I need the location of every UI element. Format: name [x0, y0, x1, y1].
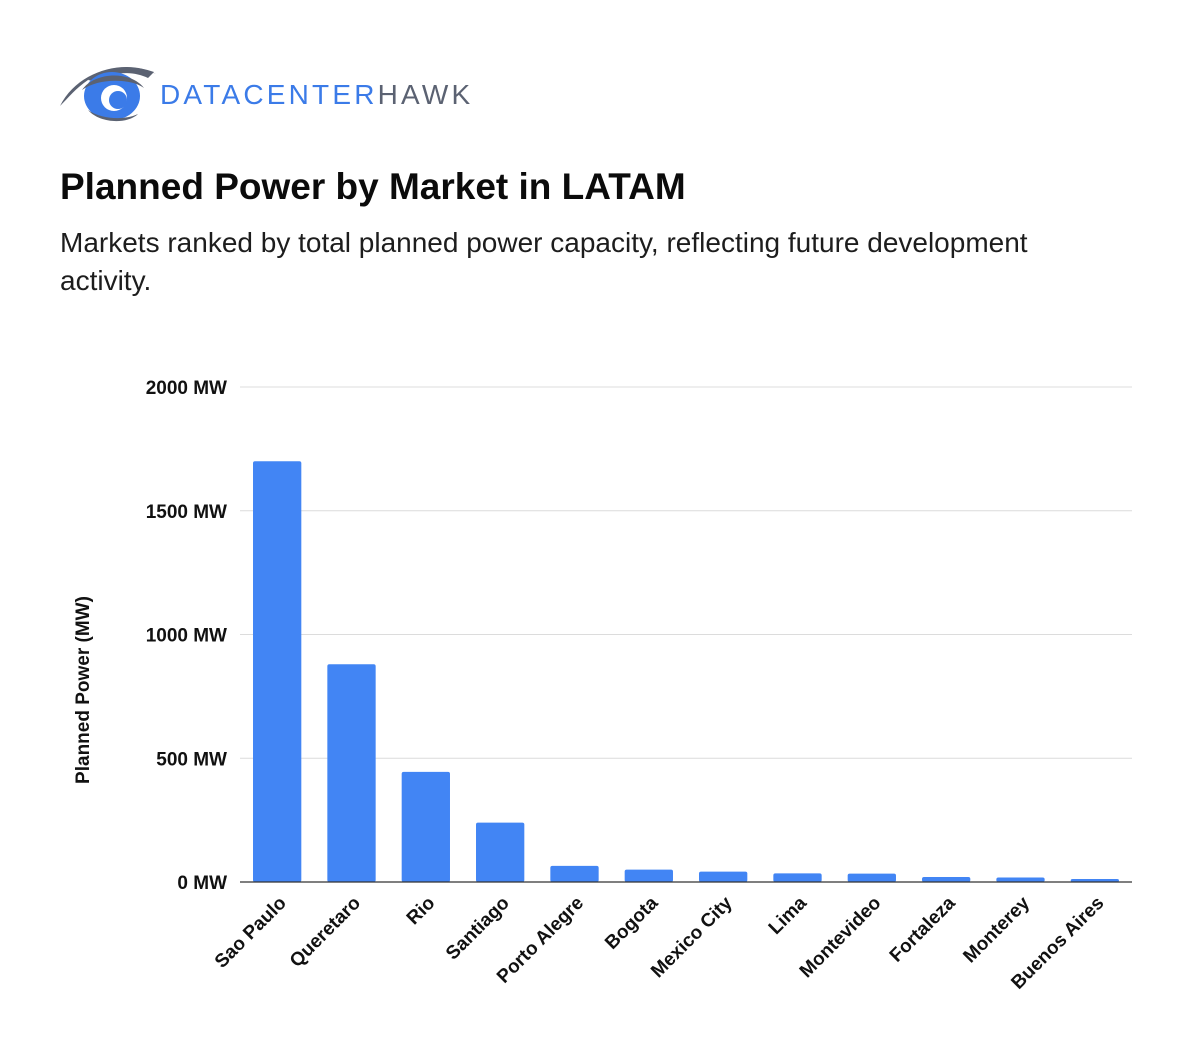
bar: [996, 877, 1045, 882]
bar: [847, 873, 896, 882]
y-tick-label: 1500 MW: [146, 502, 227, 523]
brand-name-part1: DATACENTER: [160, 79, 378, 110]
y-tick-label: 0 MW: [177, 873, 227, 894]
x-tick-label: Monterey: [959, 892, 1034, 967]
bar: [550, 865, 599, 882]
brand-logo: DATACENTERHAWK: [58, 60, 518, 128]
bar: [1070, 879, 1119, 882]
hawk-eye-icon: [60, 67, 156, 122]
bar: [327, 664, 376, 882]
y-axis-title: Planned Power (MW): [73, 596, 94, 784]
x-tick-label: Santiago: [442, 893, 514, 965]
x-tick-label: Sao Paulo: [211, 893, 291, 973]
bar: [922, 877, 971, 882]
x-tick-label: Rio: [403, 893, 439, 929]
x-tick-label: Fortaleza: [886, 892, 960, 966]
brand-wordmark: DATACENTERHAWK: [160, 79, 473, 111]
y-tick-label: 2000 MW: [146, 378, 227, 399]
bar: [476, 822, 525, 882]
x-tick-label: Lima: [765, 892, 812, 939]
bar: [773, 873, 822, 882]
y-tick-label: 1000 MW: [146, 626, 227, 647]
bar: [253, 461, 302, 882]
x-tick-label: Queretaro: [286, 893, 365, 972]
bar: [699, 871, 748, 882]
x-tick-label: Bogota: [601, 892, 662, 953]
chart-title: Planned Power by Market in LATAM: [60, 166, 686, 207]
y-tick-label: 500 MW: [156, 749, 227, 770]
chart-subtitle: Markets ranked by total planned power ca…: [60, 227, 1028, 296]
brand-name-part2: HAWK: [377, 79, 474, 110]
bar: [624, 869, 673, 882]
bar: [401, 771, 450, 882]
